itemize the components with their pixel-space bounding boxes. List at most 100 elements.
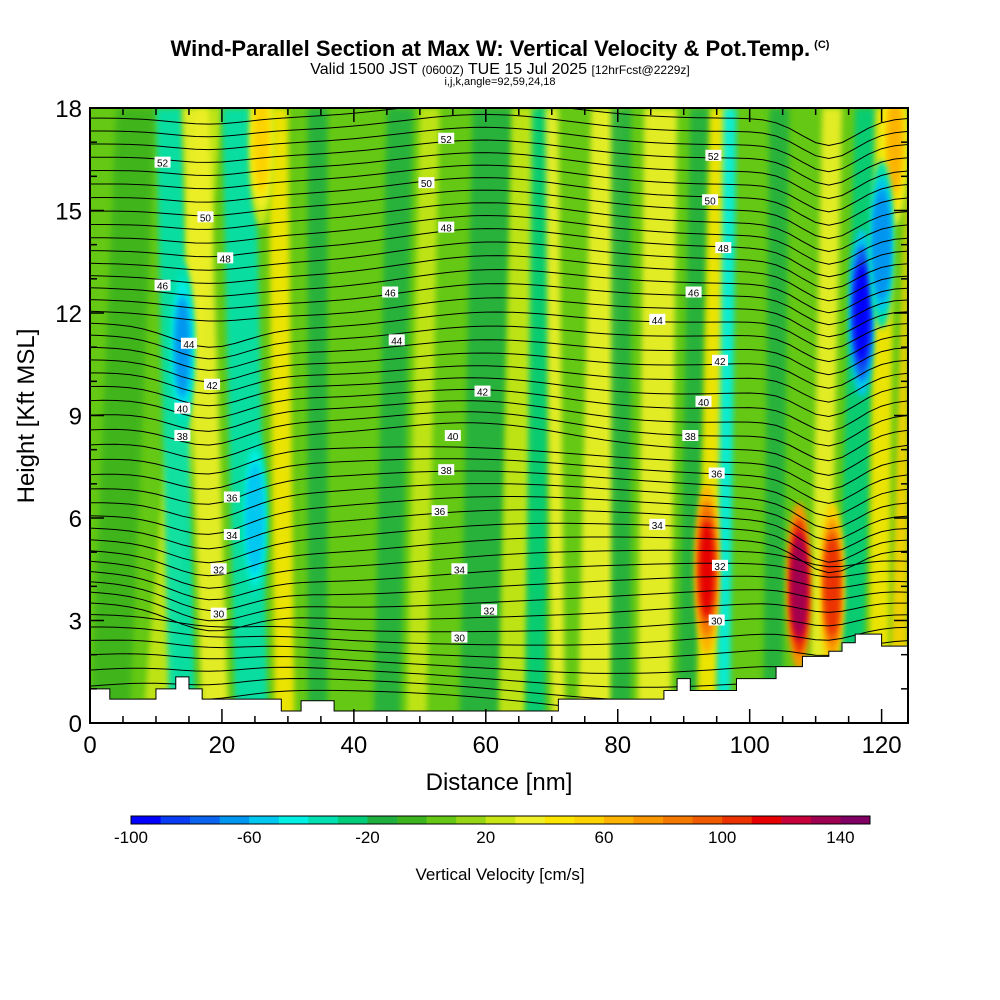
- theta-contour: [90, 639, 908, 660]
- colorbar-swatch: [219, 816, 250, 824]
- theta-label-bg: [695, 395, 712, 407]
- theta-label: 46: [154, 279, 171, 293]
- theta-label-bg: [210, 607, 227, 619]
- velocity-band: [459, 108, 513, 723]
- theta-label-bg: [682, 430, 699, 441]
- x-tick-label: 60: [472, 732, 499, 759]
- colorbar-swatch: [692, 816, 723, 824]
- theta-contour: [90, 283, 908, 326]
- theta-label: 34: [649, 518, 666, 532]
- theta-label: 40: [444, 430, 461, 443]
- theta-label: 50: [197, 211, 214, 224]
- theta-label: 42: [474, 385, 491, 399]
- theta-label-text: 40: [447, 432, 459, 443]
- updraft-core: [254, 108, 269, 191]
- theta-contour: [90, 164, 908, 213]
- updraft-core: [824, 538, 840, 635]
- theta-label: 30: [451, 631, 468, 645]
- downdraft-core: [247, 470, 263, 566]
- velocity-band: [525, 108, 552, 723]
- colorbar-swatch: [397, 816, 428, 824]
- colorbar-swatch: [781, 816, 812, 824]
- theta-label-text: 46: [385, 289, 397, 300]
- theta-label-bg: [204, 378, 221, 390]
- theta-label-bg: [474, 385, 491, 397]
- theta-label-bg: [715, 242, 732, 254]
- theta-contour: [90, 589, 908, 622]
- theta-contour: [90, 126, 908, 173]
- colorbar-tick-label: -100: [114, 828, 148, 847]
- theta-label: 50: [702, 194, 719, 207]
- theta-label-bg: [705, 149, 722, 161]
- colorbar-swatch: [810, 816, 841, 824]
- colorbar-swatch: [840, 816, 871, 824]
- colorbar-tick-label: 20: [476, 828, 495, 847]
- theta-label: 48: [715, 242, 732, 255]
- velocity-band: [611, 108, 631, 723]
- theta-label-bg: [174, 402, 191, 414]
- colorbar-swatch: [278, 816, 309, 824]
- theta-label: 30: [708, 614, 725, 628]
- theta-label-text: 48: [718, 244, 730, 255]
- theta-label: 36: [223, 491, 240, 505]
- colorbar-swatch: [544, 816, 575, 824]
- terrain: [89, 633, 909, 724]
- chart-title: Wind-Parallel Section at Max W: Vertical…: [0, 36, 1000, 62]
- theta-label: 48: [217, 252, 234, 265]
- downdraft-core: [854, 265, 870, 361]
- theta-contour: [90, 202, 908, 253]
- y-tick-label: 9: [69, 404, 82, 431]
- updraft-core: [791, 538, 807, 635]
- theta-label-text: 50: [200, 213, 212, 224]
- theta-contour: [90, 653, 908, 674]
- updraft-core: [887, 108, 903, 191]
- theta-label-text: 40: [698, 398, 710, 409]
- velocity-band: [637, 108, 678, 723]
- theta-label-text: 34: [652, 521, 664, 532]
- colorbar-swatch: [337, 816, 368, 824]
- potential-temperature-contours: [90, 108, 908, 721]
- colorbar-swatch: [633, 816, 664, 824]
- theta-contour: [90, 177, 908, 226]
- colorbar-tick-label: -20: [355, 828, 380, 847]
- theta-label-text: 50: [421, 179, 433, 190]
- theta-contour: [90, 626, 908, 646]
- theta-label-bg: [217, 252, 234, 264]
- theta-contour: [90, 411, 908, 462]
- colorbar-swatch: [574, 816, 605, 824]
- theta-label: 40: [174, 402, 191, 416]
- colorbar-swatch: [485, 816, 516, 824]
- theta-label-text: 44: [183, 340, 195, 351]
- theta-label-bg: [154, 279, 171, 291]
- colorbar-swatch: [426, 816, 457, 824]
- y-axis-label: Height [Kft MSL]: [13, 329, 40, 504]
- theta-label-bg: [481, 604, 498, 616]
- theta-label-text: 36: [711, 470, 723, 481]
- colorbar-swatch: [515, 816, 546, 824]
- theta-label-text: 32: [714, 562, 726, 573]
- theta-label: 44: [388, 334, 405, 347]
- theta-label-text: 36: [226, 494, 238, 505]
- colorbar-swatch: [456, 816, 487, 824]
- colorbar-swatch: [249, 816, 280, 824]
- theta-contour: [90, 562, 908, 601]
- theta-label: 32: [481, 604, 498, 617]
- theta-label: 36: [431, 505, 448, 518]
- colorbar-label: Vertical Velocity [cm/s]: [415, 865, 584, 884]
- colorbar-swatch: [603, 816, 635, 824]
- theta-label-bg: [451, 563, 468, 575]
- updraft-core: [699, 521, 714, 618]
- x-tick-label: 120: [862, 732, 902, 759]
- theta-contour: [90, 339, 908, 376]
- theta-contour: [90, 108, 908, 147]
- theta-label-text: 46: [688, 289, 700, 300]
- theta-label-text: 32: [484, 606, 496, 617]
- theta-label-bg: [431, 505, 448, 517]
- theta-contour: [90, 377, 908, 418]
- theta-label: 32: [210, 563, 227, 576]
- theta-contour: [90, 297, 908, 338]
- theta-label-text: 52: [441, 135, 453, 146]
- valid-date: TUE 15 Jul 2025: [467, 61, 588, 78]
